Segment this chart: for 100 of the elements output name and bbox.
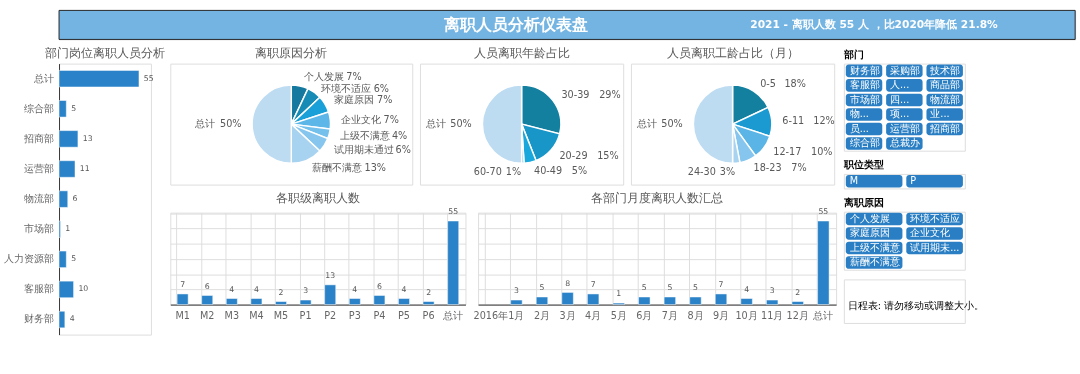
data-label: 6	[72, 194, 78, 204]
x-tick-label: M3	[224, 309, 240, 321]
text: 综合部	[849, 137, 880, 149]
chart-title: 各部门月度离职人数汇总	[591, 190, 724, 205]
x-tick-label: P6	[422, 309, 435, 321]
data-label: 50%	[661, 118, 683, 130]
x-tick-label: P1	[299, 309, 312, 321]
chart-title: 各职级离职人数	[275, 190, 360, 205]
text: 职位类型	[842, 159, 884, 171]
x-tick-label: 7月	[661, 309, 678, 321]
text: P	[910, 175, 917, 187]
text: 个人发展	[849, 212, 890, 224]
y-tick-label: 物流部	[23, 193, 54, 205]
x-tick-label: 10月	[735, 309, 758, 321]
x-tick-label: 6月	[636, 309, 653, 321]
x-tick-label: M2	[199, 309, 215, 321]
data-label: 12%	[813, 115, 835, 127]
data-label: 1	[616, 289, 622, 299]
y-tick-label: 运营部	[23, 162, 54, 174]
x-tick-label: P3	[348, 309, 361, 321]
y-tick-label: 市场部	[23, 223, 54, 235]
text: 物...	[849, 108, 869, 120]
slice-label: 环境不适应	[321, 82, 372, 94]
y-tick-label: 综合部	[23, 102, 54, 114]
x-tick-label: P4	[373, 309, 386, 321]
x-tick-label: M1	[175, 309, 190, 321]
x-tick-label: 9月	[712, 309, 730, 321]
data-label: 1	[65, 224, 71, 234]
x-tick-label: M5	[273, 309, 289, 321]
data-label: 4	[352, 284, 358, 294]
slice-label: 60-70	[473, 165, 502, 177]
data-label: 4	[229, 284, 235, 294]
text: 项...	[890, 108, 910, 120]
slice-label: 家庭原因	[334, 94, 375, 106]
slice-label: 薪酬不满意	[312, 161, 363, 173]
x-tick-label: 1月	[508, 309, 525, 321]
data-label: 6	[204, 281, 210, 291]
data-label: 2	[426, 287, 432, 297]
y-tick-label: 招商部	[22, 132, 54, 144]
slice-label: 总计	[194, 118, 216, 130]
text: 离职原因	[842, 196, 884, 208]
text: 家庭原因	[849, 227, 890, 239]
data-label: 15%	[597, 149, 619, 161]
data-label: 55	[818, 207, 829, 217]
data-label: 10%	[811, 146, 833, 158]
data-label: 7	[718, 280, 724, 290]
data-label: 3%	[719, 165, 736, 177]
data-label: 13	[325, 271, 336, 281]
chart-title: 人员离职工龄占比（月）	[666, 45, 799, 60]
data-label: 13	[82, 133, 93, 143]
slice-label: 总计	[424, 118, 446, 130]
y-tick-label: 人力资源部	[3, 253, 54, 265]
data-label: 7%	[346, 71, 362, 83]
chart-title: 离职原因分析	[255, 45, 328, 60]
y-tick-label: 客服部	[23, 283, 54, 295]
data-label: 5	[641, 283, 647, 293]
text: 物流部	[930, 93, 961, 105]
slice-label: 试用期未通过	[333, 143, 394, 155]
text: 日程表: 请勿移动或调整大小。	[847, 299, 985, 311]
data-label: 4%	[391, 129, 408, 141]
text: 招商部	[929, 122, 961, 134]
data-label: 3	[303, 286, 309, 296]
slice-label: 40-49	[534, 164, 563, 176]
data-label: 5	[71, 103, 77, 113]
text: 客服部	[849, 79, 880, 91]
x-tick-label: 总计	[442, 309, 464, 321]
data-label: 4	[69, 314, 75, 324]
x-tick-label: 8月	[687, 309, 704, 321]
data-label: 18%	[784, 77, 806, 89]
slice-label: 0-5	[760, 77, 776, 89]
data-label: 50%	[219, 118, 242, 130]
text: 四...	[890, 93, 910, 105]
data-label: 6	[376, 281, 382, 291]
x-tick-label: 总计	[812, 309, 834, 321]
y-tick-label: 总计	[32, 72, 54, 84]
text: 商品部	[930, 79, 961, 91]
data-label: 5%	[571, 164, 588, 176]
slice-label: 20-29	[559, 149, 588, 161]
data-label: 6%	[395, 143, 411, 155]
data-label: 50%	[450, 118, 472, 130]
text: 上级不满意	[849, 241, 900, 253]
slice-label: 12-17	[773, 146, 802, 158]
text: 员...	[849, 122, 869, 134]
data-label: 55	[448, 207, 459, 217]
text: 业...	[930, 108, 950, 120]
text: 2021 - 离职人数 55 人 ，比2020年降低 21.8%	[750, 17, 999, 31]
data-label: 2	[278, 287, 284, 297]
text: 试用期未...	[910, 241, 960, 253]
text: 部门	[842, 48, 864, 60]
data-label: 7	[590, 280, 596, 290]
data-label: 5	[693, 283, 698, 293]
chart-title: 部门岗位离职人员分析	[45, 45, 165, 60]
text: 人...	[890, 79, 910, 91]
x-tick-label: 12月	[786, 309, 809, 321]
text: 总裁办	[889, 137, 920, 149]
slice-label: 上级不满意	[339, 129, 390, 141]
x-tick-label: 11月	[761, 309, 784, 321]
data-label: 5	[71, 254, 77, 264]
text: 采购部	[890, 64, 920, 76]
slice-label: 30-39	[561, 88, 590, 100]
